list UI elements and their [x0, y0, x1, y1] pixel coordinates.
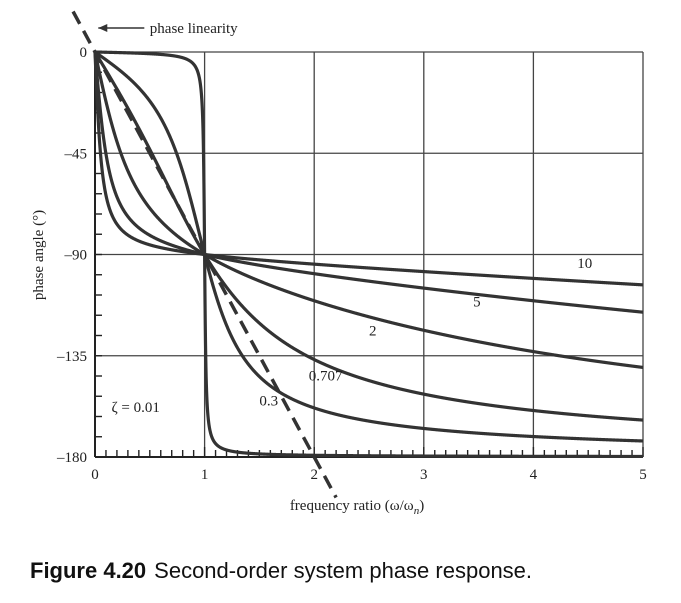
series-line: [93, 51, 645, 287]
y-tick-label: –135: [56, 349, 87, 365]
y-tick-label: –45: [64, 146, 88, 162]
y-tick-label: –90: [64, 248, 88, 264]
y-axis-label: phase angle (°): [31, 210, 47, 300]
x-axis-label-subscript: n: [414, 505, 420, 517]
series-line: [93, 51, 645, 370]
phase-linearity-line: [71, 10, 338, 499]
x-tick-label: 0: [91, 467, 99, 483]
x-axis-label-close: ): [419, 498, 424, 514]
series-label: 0.3: [259, 393, 278, 409]
annotation-text: phase linearity: [150, 21, 238, 37]
annotation-arrowhead: [98, 24, 108, 32]
x-axis-label-main: frequency ratio (ω/ω: [290, 498, 414, 514]
series-label: ζ = 0.01: [111, 400, 159, 416]
y-tick-label: –180: [56, 450, 87, 466]
series-line: [93, 51, 645, 314]
series-label: 0.707: [309, 369, 343, 385]
figure-caption-text: Second-order system phase response.: [154, 558, 533, 583]
x-tick-label: 4: [530, 467, 538, 483]
series-line: [93, 50, 645, 422]
x-axis-label: frequency ratio (ω/ωn): [290, 498, 424, 517]
series-label: 10: [577, 256, 592, 272]
curves: [71, 10, 645, 499]
y-tick-label: 0: [80, 45, 88, 61]
series-label: 2: [369, 324, 377, 340]
x-tick-label: 2: [310, 467, 318, 483]
grid: [95, 51, 644, 457]
series-label: 5: [473, 294, 481, 310]
series-line: [93, 50, 645, 443]
figure-number: Figure 4.20: [30, 558, 147, 583]
figure-caption: Figure 4.20 Second-order system phase res…: [30, 558, 670, 584]
series-line: [93, 50, 645, 459]
labels: 0 1 2 3 4 5 0 –45 –90 –135 –180 ζ = 0.01 0.3 0.707 2 5 1…: [56, 21, 647, 483]
x-tick-label: 5: [639, 467, 647, 483]
x-tick-label: 1: [201, 467, 209, 483]
phase-response-chart: 0 1 2 3 4 5 0 –45 –90 –135 –180 ζ = 0.01 0.3 0.707 2 5 1…: [31, 10, 647, 517]
x-tick-label: 3: [420, 467, 428, 483]
